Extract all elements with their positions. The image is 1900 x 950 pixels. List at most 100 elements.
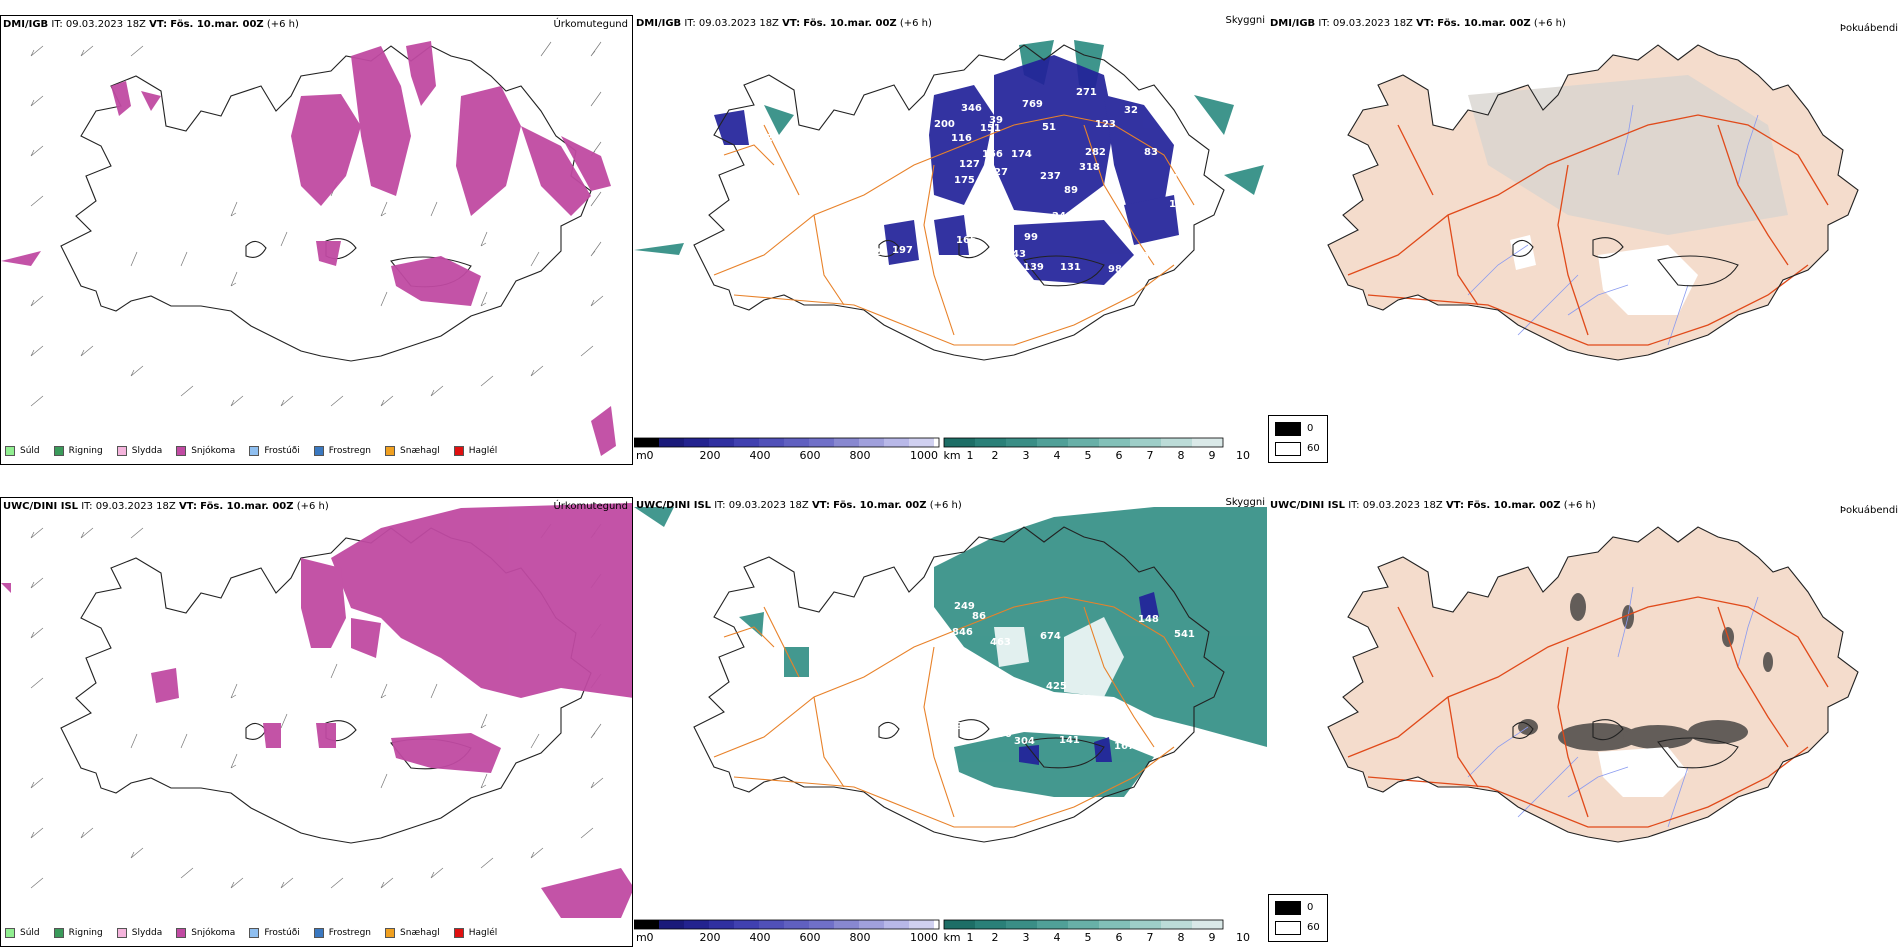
precip-type-panel-bottom: UWC/DINI ISL IT: 09.03.2023 18Z VT: Fös.… [0,497,633,947]
fog-legend-label: 60 [1307,922,1320,933]
fog-legend-top: 0 60 [1268,415,1328,463]
legend-item: Snjókoma [176,446,235,456]
vis-colorbars-top: m 0 200 400 600 800 1000 km 1 2 3 4 5 6 … [634,437,1267,465]
vis-label: 282 [1085,147,1106,158]
vis-label: 175 [954,175,975,186]
precip-map-top [1,41,616,456]
vis-label: 162 [752,133,773,144]
vis-label: 2 [874,247,881,258]
vis-value-labels-top: 162 200 346 39 769 271 116 151 51 123 32… [752,87,1193,276]
snow-areas-top [1,41,616,456]
cbar-tick: 0 [646,449,654,462]
vis-label: 97 [1142,251,1156,262]
vis-label: 174 [1011,149,1032,160]
vis-label: 249 [954,601,975,612]
vis-label: 197 [1172,173,1193,184]
vis-label: 463 [990,637,1011,648]
cbar-tick: 4 [1053,931,1061,944]
cbar-tick: 2 [991,449,999,462]
cbar-tick: 1000 [910,449,938,462]
legend-item: Slydda [116,928,162,938]
vis-label: 32 [1124,105,1138,116]
vis-label: 41 [864,721,878,732]
vis-label: 197 [892,245,913,256]
vis-label: 846 [952,627,973,638]
legend-item: Rigning [53,928,103,938]
cbar-tick: 200 [699,449,721,462]
vis-value-labels-bottom: 249 86 846 463 674 148 541 305 425 751 3… [864,601,1195,752]
parameter-label: Skyggni [1225,15,1265,26]
vis-label: 83 [1144,147,1158,158]
vis-label: 86 [1112,721,1126,732]
vis-label: 27 [994,167,1008,178]
vis-label: 39 [989,115,1003,126]
legend-item: Haglél [453,928,497,938]
cbar-tick: 400 [749,931,771,944]
vis-label: 127 [959,159,980,170]
panel-title: UWC/DINI ISL IT: 09.03.2023 18Z VT: Fös.… [636,500,962,511]
legend-item: Súld [5,928,40,938]
vis-label: 304 [1014,736,1035,747]
vis-label: 156 [982,149,1003,160]
vis-km-areas-bottom [634,507,1267,797]
vis-label: 769 [1022,99,1043,110]
fog-legend-label: 0 [1307,902,1314,913]
vis-m-areas-top [714,55,1179,285]
parameter-label: Þokuábendi [1839,23,1898,34]
fog-legend-bottom: 0 60 [1268,894,1328,942]
vis-label: 86 [972,611,986,622]
legend-item: Rigning [53,446,103,456]
vis-label: 148 [1138,614,1159,625]
vis-label: 318 [1079,162,1100,173]
vis-label: 425 [1046,681,1067,692]
vis-label: 305 [969,667,990,678]
legend-item: Snæhagl [385,446,440,456]
vis-label: 248 [1052,211,1073,222]
legend-item: Frostregn [313,446,371,456]
fog-legend-label: 60 [1307,443,1320,454]
panel-title: DMI/IGB IT: 09.03.2023 18Z VT: Fös. 10.m… [636,18,932,29]
visibility-map-bottom: 249 86 846 463 674 148 541 305 425 751 3… [634,507,1267,947]
cbar-unit: km [943,931,961,944]
vis-label: 28 [882,265,896,276]
cbar-tick: 10 [1236,931,1250,944]
vis-label: 89 [1064,185,1078,196]
vis-label: 271 [1076,87,1097,98]
visibility-panel-top: 162 200 346 39 769 271 116 151 51 123 32… [634,15,1267,465]
cbar-tick: 6 [1115,931,1123,944]
vis-label: 150 [1162,245,1183,256]
vis-label: 98 [1108,264,1122,275]
cbar-tick: 5 [1084,449,1092,462]
fog-grey-areas-top [1468,75,1788,235]
cbar-tick: 1 [966,449,974,462]
panel-title: DMI/IGB IT: 09.03.2023 18Z VT: Fös. 10.m… [1270,18,1566,29]
vis-label: 200 [934,119,955,130]
legend-item: Snjókoma [176,928,235,938]
fog-map-bottom [1268,497,1900,947]
cbar-unit: m [636,449,647,462]
vis-colorbars-bottom: m 0 200 400 600 800 1000 km 1 2 3 4 5 6 … [634,919,1267,947]
cbar-tick: 9 [1208,449,1216,462]
cbar-tick: 1 [966,931,974,944]
cbar-tick: 400 [749,449,771,462]
snow-areas-bottom [1,503,632,918]
cbar-tick: 800 [849,449,871,462]
parameter-label: Þokuábendi [1839,505,1898,516]
cbar-km [943,437,1224,448]
cbar-unit: m [636,931,647,944]
vis-label: 123 [1095,119,1116,130]
cbar-tick: 5 [1084,931,1092,944]
vis-label: 590 [991,729,1012,740]
cbar-unit: km [943,449,961,462]
legend-item: Frostúði [249,446,300,456]
panel-title: UWC/DINI ISL IT: 09.03.2023 18Z VT: Fös.… [1270,500,1596,511]
cbar-tick: 2 [991,931,999,944]
vis-label: 116 [951,133,972,144]
legend-item: Frostregn [313,928,371,938]
vis-label: 237 [1040,171,1061,182]
vis-label: 346 [961,103,982,114]
precip-legend: Súld Rigning Slydda Snjókoma Frostúði Fr… [5,928,511,938]
fog-panel-top: DMI/IGB IT: 09.03.2023 18Z VT: Fös. 10.m… [1268,15,1900,465]
cbar-tick: 1000 [910,931,938,944]
vis-label: 751 [1023,701,1044,712]
